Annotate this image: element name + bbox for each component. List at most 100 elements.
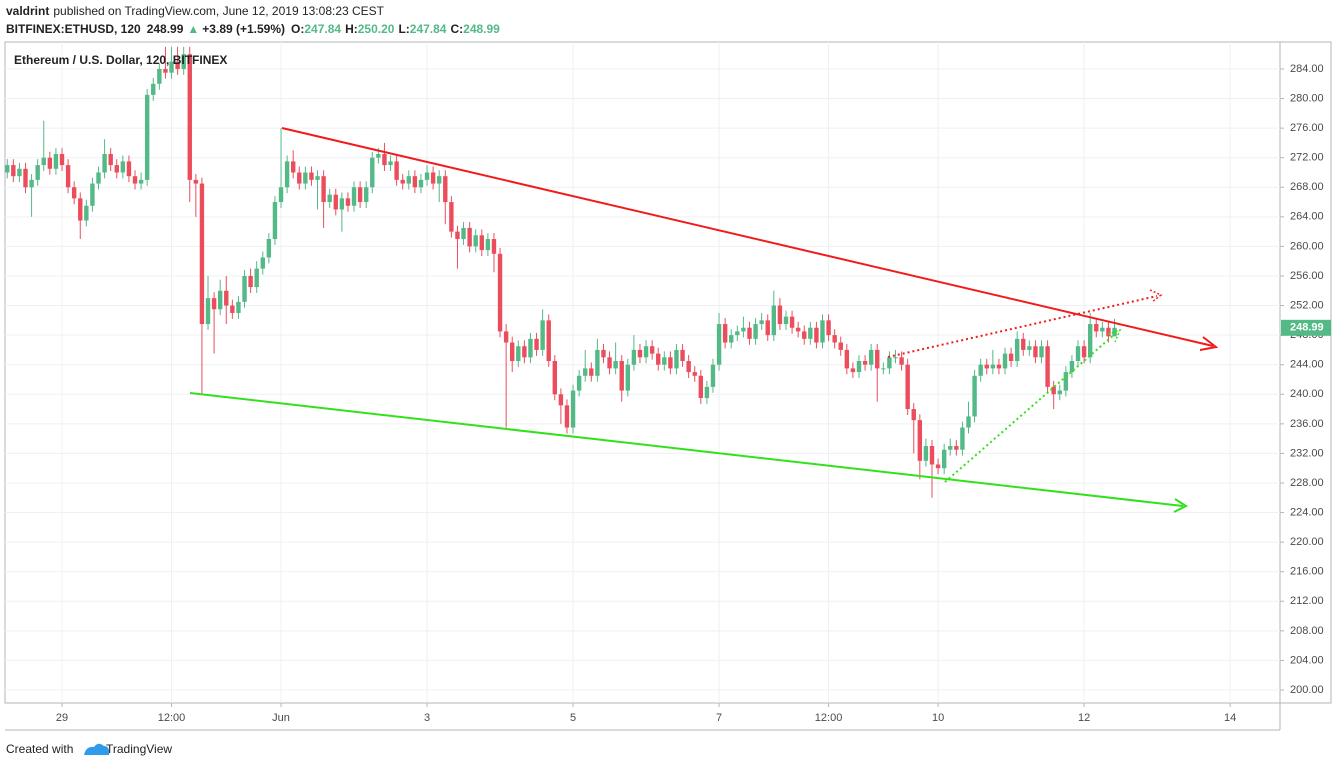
candle-body [339,198,345,210]
candle-body [662,357,667,365]
footer-brand[interactable]: TradingView [106,742,172,756]
candle-body [114,165,119,173]
candle-body [510,342,515,362]
chart-frame [4,41,1332,704]
candle-body [978,364,983,376]
arrow-head [1199,336,1219,351]
y-tick-label: 252.00 [1290,299,1324,311]
candle-body [418,179,424,188]
candle-body [576,375,582,391]
candle-body [631,349,637,365]
candle-body [345,198,351,206]
candle-body [473,235,478,247]
candle-body [449,202,454,232]
candle-body [522,346,527,358]
change: +3.89 (+1.59%) [202,22,285,36]
candle-body [899,357,904,365]
candle-body [783,316,789,325]
y-tick-label: 280.00 [1290,92,1324,104]
candle-body [771,305,777,336]
y-tick-label: 228.00 [1290,477,1324,489]
candle-body [789,316,795,328]
y-tick-label: 240.00 [1290,388,1324,400]
candle-body [777,305,783,325]
candle-body [199,183,205,325]
candle-body [948,446,953,450]
candle-body [497,253,503,332]
candle-body [230,305,235,313]
y-tick-label: 212.00 [1290,595,1324,607]
candle-body [17,168,22,177]
candle-body [954,446,959,450]
candle-body [430,172,436,184]
ohlc-label: H: [345,22,358,36]
candle-body [297,172,302,184]
candle-body [1039,346,1044,358]
candle-body [826,320,831,336]
candle-body [272,202,278,240]
candle-body [716,324,722,365]
candle-body [163,68,168,73]
price: 248.99 [147,22,184,36]
candle-body [601,349,606,358]
candle-body [564,405,570,428]
author[interactable]: valdrint [6,4,49,18]
candle-body [753,324,758,339]
x-tick-label: 3 [424,712,430,724]
candle-body [224,290,229,306]
candle-body [443,176,448,203]
candle-body [126,161,132,177]
candle-body [552,361,558,395]
candle-body [656,353,661,365]
x-tick-label: 12:00 [815,712,843,724]
candle-body [59,154,65,166]
chart-title: Ethereum / U.S. Dollar, 120, BITFINEX [14,53,227,67]
candle-body [972,375,977,417]
candle-body [741,327,746,332]
drawings [189,127,1219,513]
candle-body [996,364,1002,369]
candle-body [1051,386,1056,395]
candle-body [710,364,716,387]
candle-body [248,275,253,288]
candle-body [862,361,868,365]
candle-body [29,179,34,188]
candle-body [376,154,381,158]
candle-body [382,154,387,166]
candle-body [929,446,935,465]
candles [5,46,1117,498]
candle-body [990,364,996,369]
candle-body [1081,346,1087,358]
candle-body [960,427,965,450]
candle-body [820,320,825,343]
ohlc-label: C: [450,22,463,36]
candle-body [1057,390,1062,395]
candle-body [71,187,77,199]
candle-body [479,235,484,251]
x-tick-label: 14 [1224,712,1236,724]
arrow-head [1173,498,1189,513]
y-tick-label: 268.00 [1290,181,1324,193]
candle-body [84,205,89,221]
candle-body [637,349,643,358]
candle-body [765,320,770,336]
candle-body [875,349,880,369]
candle-body [321,176,326,203]
candle-body [540,320,545,350]
candle-body [1069,361,1075,373]
candle-body [546,320,551,362]
candle-body [370,157,375,188]
candle-body [467,227,472,247]
candle-body [193,179,199,184]
y-tick-label: 236.00 [1290,418,1324,430]
y-tick-label: 284.00 [1290,63,1324,75]
candle-body [1014,338,1020,362]
support-line [189,392,1184,507]
candle-body [357,187,363,203]
candle-body [491,239,497,254]
candle-body [260,257,265,269]
candle-body [1087,324,1093,358]
candle-body [802,331,807,339]
candle-body [613,361,618,369]
